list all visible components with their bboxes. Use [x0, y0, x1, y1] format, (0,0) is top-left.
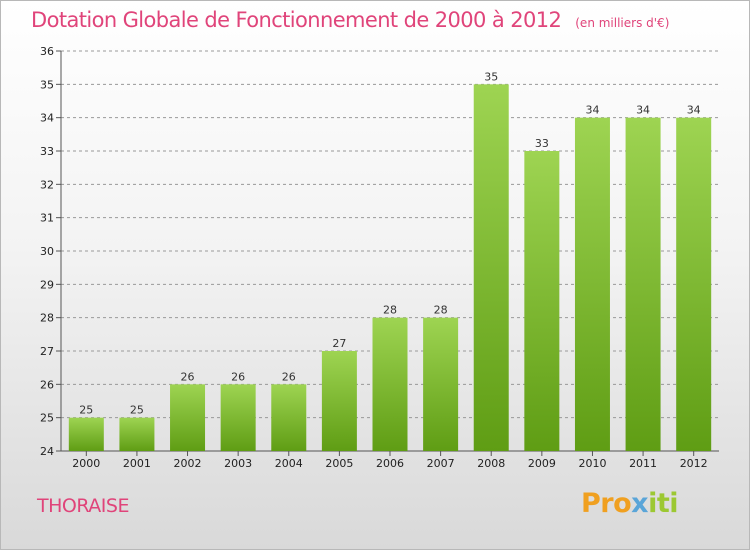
x-tick-label: 2006	[376, 457, 404, 470]
x-tick-label: 2001	[123, 457, 151, 470]
y-tick-label: 35	[40, 78, 54, 91]
bar-value-label: 33	[535, 137, 549, 150]
x-tick-label: 2010	[578, 457, 606, 470]
bar-value-label: 34	[687, 104, 701, 117]
bar-value-label: 28	[434, 304, 448, 317]
bar	[220, 384, 256, 451]
bar	[119, 417, 155, 451]
bar-value-label: 34	[585, 104, 599, 117]
chart-title-block: Dotation Globale de Fonctionnement de 20…	[31, 8, 669, 32]
bar-value-label: 35	[484, 70, 498, 83]
bar	[473, 84, 509, 451]
bar	[423, 317, 459, 451]
bar-value-label: 34	[636, 104, 650, 117]
bar	[170, 384, 206, 451]
bar-value-label: 25	[130, 404, 144, 417]
y-tick-label: 28	[40, 312, 54, 325]
x-tick-label: 2004	[275, 457, 303, 470]
bar	[271, 384, 307, 451]
bar-value-label: 26	[231, 370, 245, 383]
logo-part-1: Pro	[581, 488, 632, 519]
y-tick-label: 36	[40, 45, 54, 58]
bar	[676, 117, 712, 452]
bar	[321, 351, 357, 451]
y-tick-label: 25	[40, 412, 54, 425]
bar	[68, 417, 104, 451]
x-tick-label: 2009	[528, 457, 556, 470]
chart-title: Dotation Globale de Fonctionnement de 20…	[31, 8, 562, 32]
x-tick-label: 2000	[72, 457, 100, 470]
x-tick-label: 2003	[224, 457, 252, 470]
logo-part-3: iti	[648, 488, 678, 519]
x-tick-label: 2011	[629, 457, 657, 470]
y-tick-label: 27	[40, 345, 54, 358]
x-tick-label: 2007	[427, 457, 455, 470]
logo-part-2: x	[631, 488, 649, 519]
bar	[574, 117, 610, 452]
bar-value-label: 28	[383, 304, 397, 317]
x-tick-label: 2008	[477, 457, 505, 470]
y-tick-label: 30	[40, 245, 54, 258]
x-tick-label: 2005	[325, 457, 353, 470]
bar	[524, 151, 560, 451]
bar	[372, 317, 408, 451]
y-tick-label: 26	[40, 378, 54, 391]
proxiti-logo: Proxiti	[581, 488, 678, 519]
y-tick-label: 32	[40, 178, 54, 191]
bar-value-label: 27	[332, 337, 346, 350]
y-tick-label: 24	[40, 445, 54, 458]
bar-value-label: 25	[79, 404, 93, 417]
chart-subtitle: (en milliers d'€)	[575, 16, 670, 30]
y-tick-label: 29	[40, 278, 54, 291]
bar-value-label: 26	[181, 370, 195, 383]
y-tick-label: 31	[40, 212, 54, 225]
x-tick-label: 2012	[680, 457, 708, 470]
bar	[625, 117, 661, 452]
y-tick-label: 33	[40, 145, 54, 158]
x-tick-label: 2002	[174, 457, 202, 470]
y-tick-label: 34	[40, 112, 54, 125]
bar-value-label: 26	[282, 370, 296, 383]
place-name: THORAISE	[37, 495, 129, 517]
